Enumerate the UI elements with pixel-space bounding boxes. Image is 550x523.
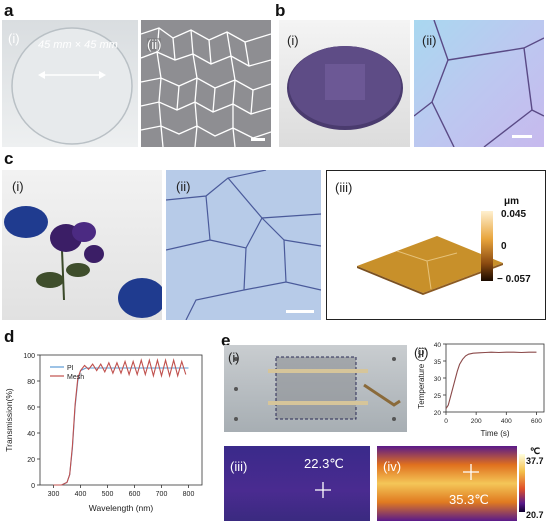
y-tick-label: 40 bbox=[434, 342, 442, 349]
temperature-chart: 0 200 400 600 20 25 30 35 40 Time (s) Temperature … bbox=[417, 342, 545, 438]
sub-label-b-ii: (ii) bbox=[422, 33, 437, 48]
x-tick-label: 200 bbox=[471, 418, 482, 425]
membrane-circle-illustration bbox=[11, 27, 133, 145]
heater-device-illustration bbox=[234, 356, 401, 421]
flower-on-membrane-illustration bbox=[4, 206, 162, 318]
plot-frame bbox=[445, 343, 545, 413]
x-tick-label: 300 bbox=[48, 491, 60, 498]
sub-label-e-iv: (iv) bbox=[383, 459, 402, 474]
x-tick-label: 400 bbox=[501, 418, 512, 425]
sub-label-a-ii: (ii) bbox=[147, 37, 162, 52]
y-tick-label: 25 bbox=[434, 393, 442, 400]
panel-label-d: d bbox=[4, 327, 15, 346]
sub-label-c-ii: (ii) bbox=[176, 179, 191, 194]
dimension-label: 45 mm × 45 mm bbox=[38, 39, 118, 51]
y-axis-label: Temperature (℃) bbox=[417, 347, 426, 409]
series-line bbox=[53, 358, 187, 486]
colorbar-gradient bbox=[481, 211, 493, 281]
sub-label-e-ii: (ii) bbox=[414, 345, 429, 360]
colorbar-mid: 0 bbox=[501, 241, 507, 252]
sub-label-c-iii: (iii) bbox=[335, 180, 353, 195]
x-axis-label: Wavelength (nm) bbox=[89, 503, 154, 513]
x-tick-label: 800 bbox=[183, 491, 195, 498]
colorbar-unit: μm bbox=[504, 196, 520, 207]
y-tick-label: 100 bbox=[23, 353, 35, 360]
panel-b-i-wafer: (i) bbox=[279, 20, 410, 147]
transmission-chart: 300 400 500 600 700 800 0 20 40 60 80 100 Wavelength… bbox=[4, 353, 203, 513]
panel-e-iii-thermal: (iii) 22.3℃ bbox=[224, 446, 370, 521]
temperature-readout-right: 35.3℃ bbox=[449, 492, 489, 507]
legend-label: PI bbox=[67, 365, 74, 372]
x-tick-label: 0 bbox=[444, 418, 448, 425]
series-line bbox=[445, 351, 537, 409]
sub-label-b-i: (i) bbox=[287, 33, 299, 48]
thermal-colorbar-min: 20.7 bbox=[526, 510, 544, 520]
panel-e-iv-thermal: (iv) 35.3℃ bbox=[377, 446, 517, 521]
panel-a-ii-mesh: (ii) bbox=[141, 20, 271, 147]
x-tick-label: 400 bbox=[75, 491, 87, 498]
y-tick-label: 60 bbox=[27, 405, 35, 412]
sub-label-e-iii: (iii) bbox=[230, 459, 248, 474]
colorbar-min: − 0.057 bbox=[497, 274, 531, 285]
y-axis-label: Transmission(%) bbox=[4, 388, 14, 452]
thermal-colorbar-max: 37.7 bbox=[526, 456, 544, 466]
thermal-colorbar-unit: ℃ bbox=[530, 446, 541, 456]
y-tick-label: 80 bbox=[27, 379, 35, 386]
sub-label-e-i: (i) bbox=[228, 350, 240, 365]
panel-label-b: b bbox=[275, 1, 286, 20]
y-tick-label: 35 bbox=[434, 359, 442, 366]
y-tick-label: 40 bbox=[27, 431, 35, 438]
x-tick-label: 500 bbox=[102, 491, 114, 498]
panel-b-ii-micro: (ii) bbox=[414, 20, 544, 147]
colorbar-max: 0.045 bbox=[501, 209, 527, 220]
panel-label-c: c bbox=[4, 149, 14, 168]
y-tick-label: 0 bbox=[31, 483, 35, 490]
scale-bar bbox=[251, 138, 265, 141]
sub-label-a-i: (i) bbox=[8, 31, 20, 46]
panel-e-i-photo: (i) bbox=[224, 345, 407, 432]
temperature-readout-left: 22.3℃ bbox=[304, 456, 344, 471]
panel-label-a: a bbox=[4, 1, 14, 20]
panel-label-e: e bbox=[221, 331, 231, 350]
sub-label-c-i: (i) bbox=[12, 179, 24, 194]
mesh-micrograph-illustration bbox=[166, 170, 321, 320]
panel-a-i-photo: (i) 45 mm × 45 mm bbox=[2, 20, 138, 147]
x-tick-label: 600 bbox=[531, 418, 542, 425]
scale-bar bbox=[512, 135, 532, 138]
legend-label: Mesh bbox=[67, 374, 84, 381]
wafer-illustration bbox=[287, 46, 403, 130]
thermal-colorbar-gradient bbox=[519, 454, 525, 512]
x-tick-label: 600 bbox=[129, 491, 141, 498]
x-axis-label: Time (s) bbox=[480, 429, 509, 438]
crosshair-icon bbox=[463, 464, 479, 480]
y-tick-label: 20 bbox=[27, 457, 35, 464]
panel-c-ii-micro: (ii) bbox=[166, 170, 321, 320]
x-tick-label: 700 bbox=[156, 491, 168, 498]
panel-c-iii-afm: (iii) μm 0.045 0 − 0.057 bbox=[326, 170, 546, 320]
afm-surface-illustration bbox=[357, 236, 503, 295]
plot-frame bbox=[39, 354, 203, 486]
mesh-micrograph-illustration bbox=[414, 20, 544, 147]
scale-bar bbox=[286, 310, 314, 313]
y-tick-label: 20 bbox=[434, 410, 442, 417]
panel-c-i-photo: (i) bbox=[2, 170, 162, 320]
y-tick-label: 30 bbox=[434, 376, 442, 383]
crosshair-icon bbox=[315, 482, 331, 498]
